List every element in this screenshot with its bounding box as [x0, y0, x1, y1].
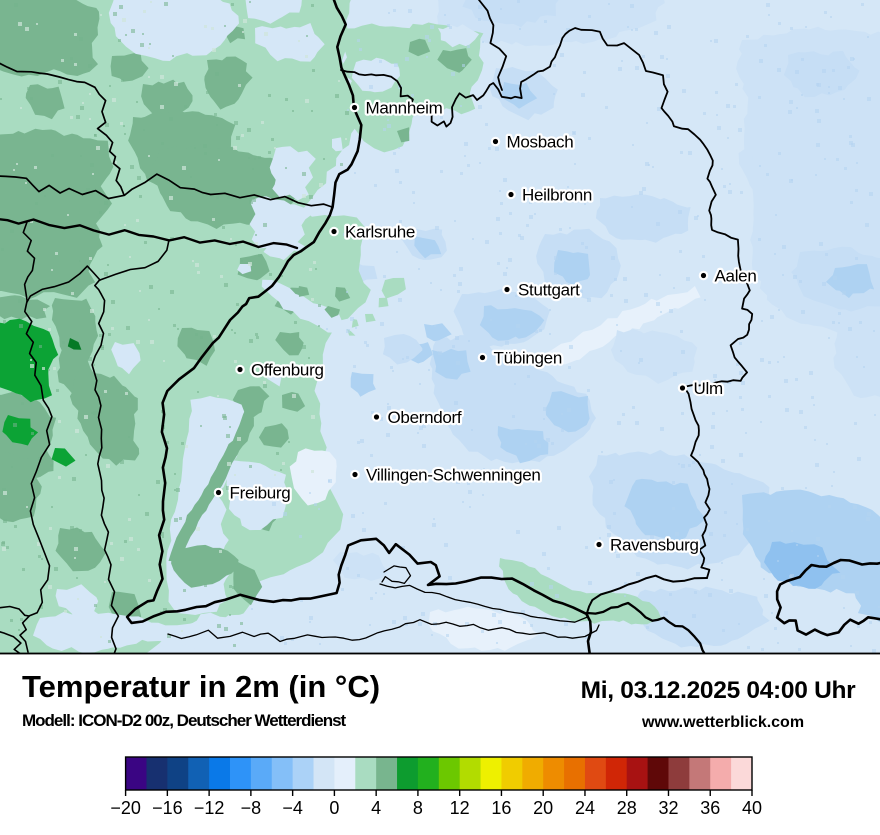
svg-text:8: 8: [413, 798, 423, 818]
svg-text:−8: −8: [241, 798, 262, 818]
svg-text:Freiburg: Freiburg: [230, 484, 291, 503]
svg-text:Temperatur in 2m (in °C): Temperatur in 2m (in °C): [22, 669, 380, 704]
svg-text:Ravensburg: Ravensburg: [610, 536, 699, 555]
svg-text:−4: −4: [282, 798, 303, 818]
svg-text:Mi, 03.12.2025 04:00 Uhr: Mi, 03.12.2025 04:00 Uhr: [581, 677, 856, 704]
svg-text:−20: −20: [110, 798, 141, 818]
svg-text:Ulm: Ulm: [694, 379, 723, 398]
svg-text:Aalen: Aalen: [715, 267, 757, 286]
svg-text:4: 4: [371, 798, 381, 818]
svg-text:Heilbronn: Heilbronn: [522, 186, 592, 205]
svg-text:Tübingen: Tübingen: [494, 349, 563, 368]
svg-text:20: 20: [533, 798, 553, 818]
svg-text:16: 16: [491, 798, 511, 818]
svg-text:24: 24: [575, 798, 595, 818]
svg-text:36: 36: [700, 798, 720, 818]
svg-text:Oberndorf: Oberndorf: [388, 408, 462, 427]
svg-text:−16: −16: [152, 798, 183, 818]
svg-text:−12: −12: [194, 798, 225, 818]
svg-text:32: 32: [658, 798, 678, 818]
svg-text:Mannheim: Mannheim: [366, 99, 443, 118]
svg-text:Modell: ICON-D2 00z, Deutscher: Modell: ICON-D2 00z, Deutscher Wetterdie…: [22, 711, 347, 730]
svg-text:Mosbach: Mosbach: [507, 133, 574, 152]
svg-text:Karlsruhe: Karlsruhe: [345, 223, 415, 242]
svg-text:0: 0: [329, 798, 339, 818]
svg-text:Villingen-Schwenningen: Villingen-Schwenningen: [366, 466, 541, 485]
svg-text:40: 40: [742, 798, 762, 818]
svg-text:Stuttgart: Stuttgart: [518, 281, 580, 300]
svg-text:Offenburg: Offenburg: [251, 361, 324, 380]
svg-text:28: 28: [617, 798, 637, 818]
svg-text:12: 12: [450, 798, 470, 818]
svg-text:www.wetterblick.com: www.wetterblick.com: [641, 714, 804, 731]
